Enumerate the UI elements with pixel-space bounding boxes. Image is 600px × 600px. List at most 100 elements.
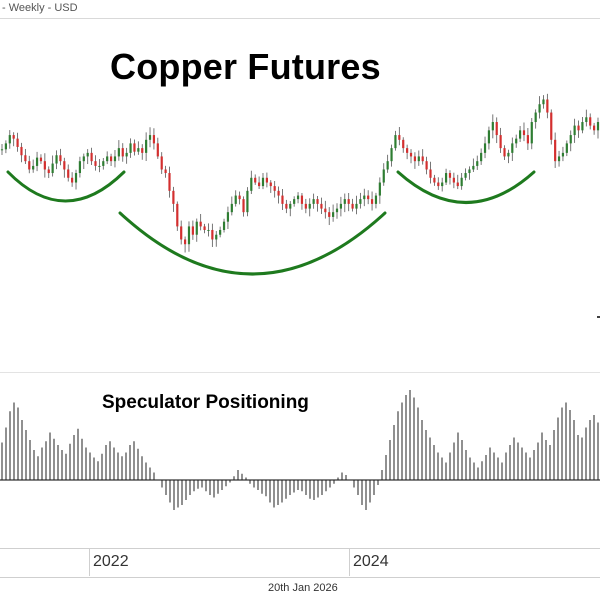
candle-body [145,139,148,153]
candle-body [522,130,526,136]
candle-body [308,203,311,209]
candle-body [20,146,23,156]
candle-body [550,112,553,140]
candle-body [589,117,592,126]
candle-body [199,221,202,227]
candle-body [226,212,230,222]
candle-body [557,156,561,162]
candle-body [425,161,428,170]
candle-body [378,182,381,196]
candle-body [160,156,163,170]
pane-divider [0,372,600,373]
candle-body [351,203,354,209]
candle-body [207,229,210,231]
candle-body [109,156,113,162]
candle-body [409,152,413,157]
candle-body [86,152,89,157]
candle-body [32,165,35,170]
candle-body [106,156,109,162]
candle-body [304,203,307,209]
candle-body [16,138,19,147]
candle-body [464,173,467,178]
candle-body [468,169,471,174]
candle-body [47,169,50,174]
x-tick-mark-2024 [349,548,350,576]
candle-body [43,161,46,170]
candle-body [219,229,222,235]
candle-body [402,139,405,149]
candle-body [585,117,588,123]
candle-body [289,203,292,209]
candle-body [187,226,191,245]
candle-body [121,148,124,157]
candle-body [347,199,350,204]
candle-body [168,173,171,191]
candle-body [195,221,198,235]
candle-body [406,148,409,153]
candle-body [569,135,572,144]
price-candles [0,93,600,253]
x-tick-mark-2022 [89,548,90,576]
candle-body [203,226,206,230]
candle-body [460,177,463,187]
pattern-arc [118,211,387,276]
candle-body [386,161,389,170]
candle-body [250,177,253,191]
candle-body [8,135,11,144]
candle-body [448,173,452,178]
candle-body [39,157,43,162]
candle-body [67,169,70,178]
x-tick-label-2024: 2024 [353,553,389,570]
candle-body [581,122,584,131]
candle-body [222,221,226,230]
candle-body [183,239,187,245]
pattern-arc [6,170,126,203]
candle-body [429,169,432,178]
candle-body [554,139,557,162]
candle-body [596,122,600,131]
candle-body [370,199,374,204]
candle-body [55,155,58,164]
header-divider [0,18,600,19]
candle-body [35,157,39,166]
candle-body [129,143,132,153]
candle-body [312,199,315,204]
candle-body [164,169,167,174]
candle-body [234,195,237,204]
candle-body [503,148,506,157]
candle-body [51,163,54,174]
chart-header: - Weekly - USD [2,2,78,14]
candle-body [191,226,194,235]
candle-body [444,173,448,183]
candle-body [487,130,491,144]
candle-body [363,195,366,200]
candle-body [382,169,385,183]
candle-body [254,177,257,183]
candle-body [413,156,417,162]
candle-body [320,203,323,209]
candle-body [394,135,397,149]
candle-body [125,152,128,157]
candle-body [281,195,284,204]
candle-body [78,161,82,174]
candle-body [542,99,545,105]
candle-body [277,190,280,196]
candle-body [577,125,580,131]
candle-body [269,182,272,187]
candle-body [324,208,327,213]
candle-body [82,156,85,162]
candle-body [94,161,97,166]
candle-body [343,199,346,204]
x-tick-label-2022: 2022 [93,553,129,570]
candle-body [293,199,296,204]
candle-body [59,155,62,162]
candle-body [296,195,300,200]
candle-body [28,161,31,170]
candle-body [242,199,245,213]
candle-body [499,135,502,149]
candle-body [534,112,537,123]
candle-body [316,199,319,204]
candle-body [265,177,268,183]
